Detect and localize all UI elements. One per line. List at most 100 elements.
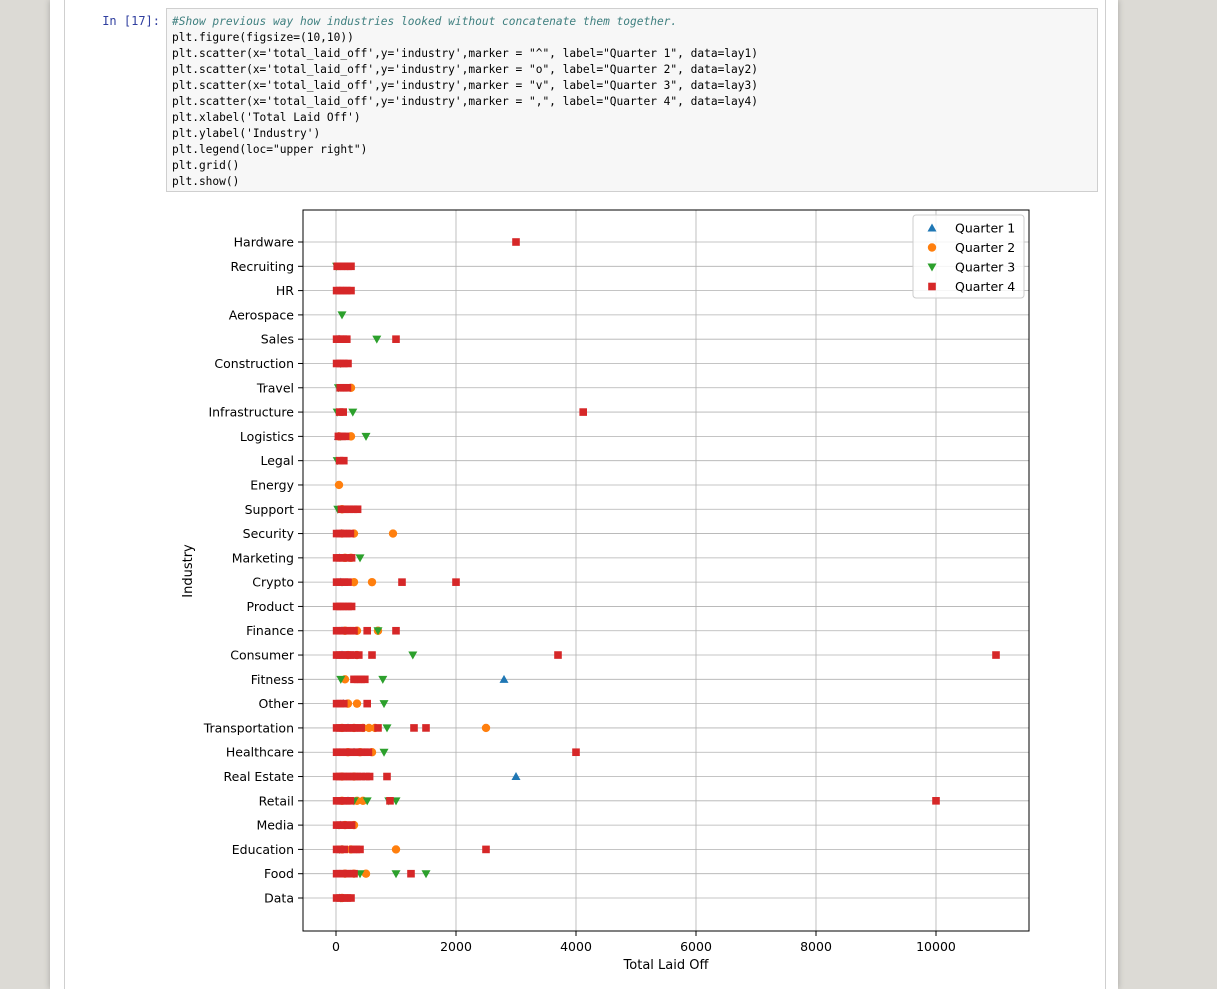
legend-box <box>912 214 1025 299</box>
code-line: plt.xlabel('Total Laid Off') <box>172 111 361 124</box>
data-point-quarter-4 <box>343 286 351 295</box>
data-point-quarter-2 <box>388 529 398 538</box>
data-point-quarter-4 <box>357 772 365 781</box>
data-point-quarter-2 <box>334 480 344 490</box>
data-point-quarter-4 <box>347 554 356 562</box>
data-point-quarter-4 <box>364 748 373 757</box>
y-tick-label: Construction <box>214 356 294 371</box>
data-point-quarter-4 <box>344 578 352 586</box>
data-point-quarter-4 <box>928 282 936 291</box>
data-point-quarter-4 <box>340 602 348 611</box>
data-point-quarter-4 <box>350 626 358 635</box>
y-tick-label: Security <box>243 526 295 541</box>
data-point-quarter-4 <box>340 845 349 854</box>
data-point-quarter-2 <box>352 699 362 708</box>
data-point-quarter-4 <box>392 626 400 635</box>
data-point-quarter-3 <box>372 335 382 344</box>
data-point-quarter-4 <box>365 772 374 781</box>
data-point-quarter-4 <box>340 359 348 368</box>
y-tick-label: Recruiting <box>231 259 294 274</box>
y-tick-label: Data <box>264 891 294 906</box>
data-point-quarter-4 <box>343 554 351 562</box>
y-tick-label: Hardware <box>234 235 295 250</box>
code-line: #Show previous way how industries looked… <box>172 15 678 28</box>
y-tick-label: Infrastructure <box>208 405 294 420</box>
data-point-quarter-2 <box>481 723 491 733</box>
data-point-quarter-4 <box>350 869 358 878</box>
data-point-quarter-4 <box>398 578 406 586</box>
data-point-quarter-4 <box>572 748 580 757</box>
y-tick-label: HR <box>276 283 294 298</box>
data-point-quarter-4 <box>422 724 430 732</box>
data-point-quarter-4 <box>357 724 365 732</box>
data-point-quarter-2 <box>391 845 401 854</box>
data-point-quarter-3 <box>336 675 346 684</box>
x-tick-label: 0 <box>332 939 340 954</box>
data-point-quarter-4 <box>368 651 376 659</box>
data-point-quarter-4 <box>339 408 347 416</box>
legend-entry-label: Quarter 1 <box>955 221 1015 236</box>
data-point-quarter-4 <box>346 529 355 538</box>
data-point-quarter-4 <box>340 821 348 829</box>
data-point-quarter-3 <box>348 408 358 417</box>
y-tick-label: Food <box>264 866 294 881</box>
code-input-area[interactable]: #Show previous way how industries looked… <box>166 8 1098 192</box>
data-point-quarter-2 <box>364 723 374 733</box>
data-point-quarter-4 <box>554 651 562 659</box>
data-point-quarter-4 <box>347 894 355 902</box>
y-tick-label: Energy <box>250 477 294 492</box>
data-point-quarter-4 <box>350 651 358 659</box>
data-point-quarter-4 <box>512 238 520 246</box>
data-point-quarter-4 <box>347 602 356 611</box>
data-point-quarter-4 <box>343 335 351 343</box>
legend-entry-label: Quarter 3 <box>955 260 1015 275</box>
y-tick-label: Sales <box>261 332 294 347</box>
data-point-quarter-3 <box>391 870 401 879</box>
plot-frame <box>302 209 1030 932</box>
data-point-quarter-4 <box>992 651 1000 659</box>
data-point-quarter-4 <box>335 456 344 465</box>
code-line: plt.ylabel('Industry') <box>172 127 321 140</box>
y-tick-label: Support <box>245 502 295 517</box>
data-point-quarter-4 <box>407 869 415 878</box>
cell-prompt: In [17]: <box>102 14 160 28</box>
data-point-quarter-3 <box>362 797 372 806</box>
data-point-quarter-4 <box>383 772 391 781</box>
code-line: plt.grid() <box>172 159 240 172</box>
data-point-quarter-3 <box>927 263 937 272</box>
data-point-quarter-4 <box>345 505 353 514</box>
data-point-quarter-3 <box>373 627 383 636</box>
y-tick-label: Real Estate <box>224 769 295 784</box>
y-tick-label: Logistics <box>240 429 294 444</box>
data-point-quarter-1 <box>499 674 509 683</box>
y-tick-label: Consumer <box>230 648 295 663</box>
data-point-quarter-4 <box>482 845 490 854</box>
data-point-quarter-3 <box>421 870 431 879</box>
legend-entry-label: Quarter 2 <box>955 240 1015 255</box>
data-point-quarter-4 <box>386 797 394 805</box>
y-tick-label: Other <box>259 696 295 711</box>
data-point-quarter-4 <box>347 262 355 271</box>
y-tick-label: Retail <box>259 793 294 808</box>
code-line: plt.scatter(x='total_laid_off',y='indust… <box>172 79 758 92</box>
data-point-quarter-4 <box>340 456 348 465</box>
data-point-quarter-3 <box>361 432 371 441</box>
data-point-quarter-1 <box>511 772 521 781</box>
data-point-quarter-4 <box>347 821 356 829</box>
code-line: plt.legend(loc="upper right") <box>172 143 368 156</box>
x-tick-label: 8000 <box>800 939 832 954</box>
data-point-quarter-3 <box>379 700 389 709</box>
data-point-quarter-4 <box>341 505 349 514</box>
y-tick-label: Finance <box>246 623 294 638</box>
data-point-quarter-2 <box>367 577 377 587</box>
y-tick-label: Legal <box>260 453 294 468</box>
data-point-quarter-4 <box>361 675 369 684</box>
data-point-quarter-3 <box>382 724 392 733</box>
data-point-quarter-4 <box>340 699 348 708</box>
data-point-quarter-2 <box>349 577 359 587</box>
data-point-quarter-4 <box>392 335 400 343</box>
scatter-chart: 0 2000 4000 6000 8000 10000 Hardware Recruiting… <box>181 209 1030 973</box>
code-line: plt.scatter(x='total_laid_off',y='indust… <box>172 47 758 60</box>
data-point-quarter-3 <box>408 651 418 660</box>
x-tick-label: 2000 <box>440 939 472 954</box>
